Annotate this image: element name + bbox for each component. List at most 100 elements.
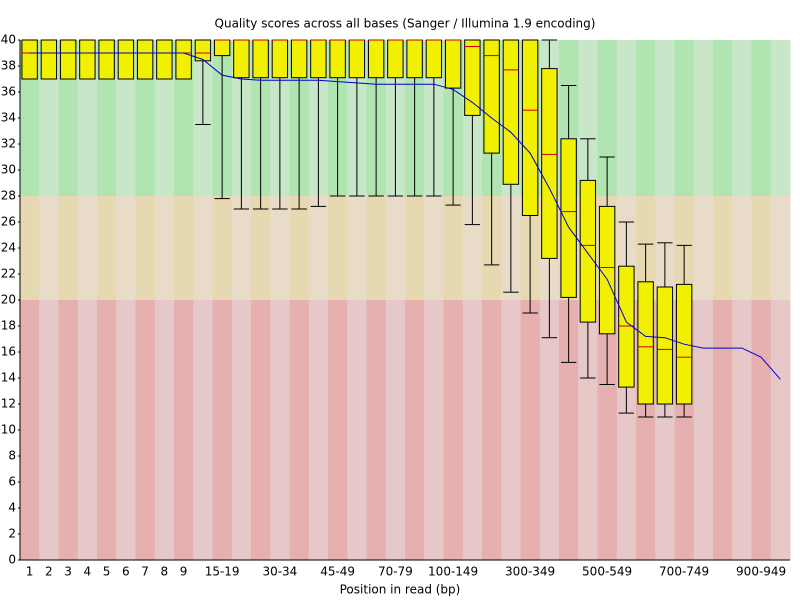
zone-stripe: [270, 300, 290, 560]
zone-stripe: [231, 300, 252, 560]
zone-stripe: [385, 300, 406, 560]
box: [329, 39, 346, 79]
zone-stripe: [732, 300, 752, 560]
zone-stripe: [713, 300, 733, 560]
zone-stripe: [154, 300, 175, 560]
zone-stripe: [116, 300, 136, 560]
zone-stripe: [693, 40, 714, 196]
x-tick-label: 1: [26, 565, 34, 579]
zone-stripe: [443, 196, 464, 300]
zone-stripe: [693, 300, 714, 560]
zone-stripe: [270, 196, 290, 300]
zone-stripe: [193, 196, 213, 300]
zone-stripe: [116, 196, 136, 300]
box: [59, 39, 77, 80]
x-tick-label: 3: [64, 565, 72, 579]
zone-stripe: [289, 196, 310, 300]
zone-stripe: [97, 300, 117, 560]
zone-stripe: [424, 196, 444, 300]
zone-stripe: [462, 196, 483, 300]
box: [117, 39, 135, 80]
y-tick-label: 34: [1, 111, 16, 125]
zone-stripe: [405, 300, 425, 560]
x-tick-label: 30-34: [262, 565, 297, 579]
box: [290, 39, 308, 79]
box: [136, 39, 154, 80]
x-tick-label: 100-149: [428, 565, 478, 579]
zone-stripe: [559, 300, 579, 560]
zone-stripe: [58, 300, 79, 560]
zone-stripe: [39, 196, 59, 300]
y-tick-label: 24: [1, 241, 16, 255]
x-tick-label: 900-949: [736, 565, 786, 579]
box: [444, 39, 462, 89]
box: [156, 39, 173, 80]
y-tick-label: 28: [1, 189, 16, 203]
zone-stripe: [251, 196, 271, 300]
x-tick-label: 7: [141, 565, 149, 579]
box: [40, 39, 58, 80]
y-tick-label: 14: [1, 371, 16, 385]
zone-stripe: [482, 300, 502, 560]
zone-stripe: [713, 40, 733, 196]
x-tick-label: 15-19: [205, 565, 240, 579]
zone-stripe: [751, 196, 772, 300]
zone-stripe: [212, 196, 233, 300]
zone-stripe: [616, 40, 637, 196]
box: [483, 39, 500, 154]
zone-stripe: [58, 196, 79, 300]
zone-stripe: [231, 196, 252, 300]
zone-stripe: [636, 40, 656, 196]
zone-stripe: [97, 196, 117, 300]
box: [175, 39, 192, 80]
plot-area: [18, 39, 791, 561]
zone-stripe: [308, 196, 329, 300]
y-tick-label: 10: [1, 423, 16, 437]
box: [213, 39, 231, 57]
box: [406, 39, 423, 79]
x-tick-label: 9: [180, 565, 188, 579]
y-tick-label: 20: [1, 293, 16, 307]
zone-stripe: [655, 40, 675, 196]
x-tick-label: 500-549: [582, 565, 632, 579]
y-tick-label: 40: [1, 33, 16, 47]
y-tick-label: 4: [8, 501, 16, 515]
box: [598, 205, 616, 335]
zone-stripe: [405, 196, 425, 300]
mean-line: [29, 52, 781, 380]
zone-stripe: [328, 300, 348, 560]
box: [560, 138, 577, 298]
box: [98, 39, 115, 80]
zone-stripe: [578, 40, 598, 196]
zone-stripe: [20, 300, 40, 560]
zone-stripe: [366, 196, 387, 300]
zone-stripe: [77, 196, 98, 300]
zone-stripe: [385, 196, 406, 300]
y-tick-label: 32: [1, 137, 16, 151]
y-tick-label: 36: [1, 85, 16, 99]
box: [425, 39, 443, 79]
box: [502, 39, 520, 185]
zone-stripe: [135, 300, 156, 560]
box: [79, 39, 96, 80]
zone-stripe: [520, 300, 541, 560]
box: [579, 179, 597, 323]
y-tick-label: 30: [1, 163, 16, 177]
zone-stripe: [347, 196, 367, 300]
x-tick-label: 700-749: [659, 565, 709, 579]
zone-stripe: [347, 300, 367, 560]
box: [194, 39, 212, 62]
x-tick-label: 6: [122, 565, 130, 579]
zone-stripe: [732, 196, 752, 300]
x-tick-label: 70-79: [378, 565, 413, 579]
zone-stripe: [308, 300, 329, 560]
box: [618, 265, 635, 388]
box: [637, 281, 654, 405]
x-tick-label: 45-49: [320, 565, 355, 579]
y-tick-label: 22: [1, 267, 16, 281]
zone-stripe: [443, 300, 464, 560]
y-tick-label: 38: [1, 59, 16, 73]
y-tick-label: 16: [1, 345, 16, 359]
box: [521, 39, 539, 216]
y-tick-label: 26: [1, 215, 16, 229]
